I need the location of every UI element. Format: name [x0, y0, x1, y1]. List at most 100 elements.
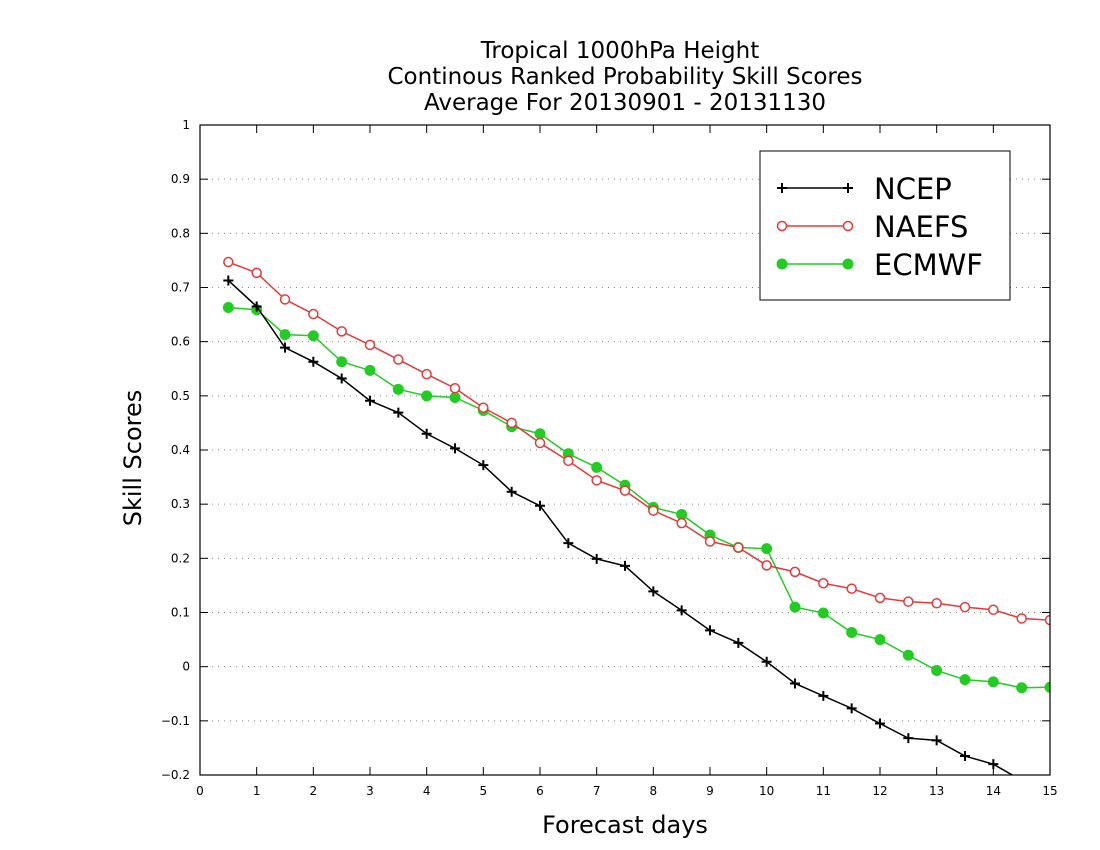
x-tick-label: 5: [480, 784, 488, 798]
x-tick-label: 7: [593, 784, 601, 798]
data-point-ecmwf: [591, 461, 603, 473]
data-point-naefs: [279, 294, 291, 305]
data-point-naefs: [846, 583, 857, 594]
data-point-ncep: [960, 751, 970, 762]
data-point-naefs: [421, 368, 432, 380]
data-point-naefs: [704, 536, 716, 547]
legend-label-naefs: NAEFS: [874, 210, 968, 244]
y-tick-label: 0.1: [171, 606, 190, 620]
data-point-ecmwf: [279, 329, 291, 341]
data-point-ncep: [931, 735, 942, 746]
data-point-naefs: [789, 566, 801, 578]
data-point-naefs: [449, 383, 461, 394]
data-point-naefs: [988, 604, 999, 616]
data-point-ncep: [648, 586, 659, 597]
data-point-ecmwf: [1044, 681, 1050, 693]
data-point-ecmwf: [789, 601, 801, 613]
y-tick-label: 0.8: [171, 226, 190, 240]
x-tick-label: 10: [759, 784, 774, 798]
data-point-ncep: [563, 538, 574, 549]
data-point-naefs: [534, 437, 546, 449]
data-point-ecmwf: [1016, 682, 1028, 694]
x-tick-label: 6: [536, 784, 544, 798]
data-point-ecmwf: [222, 302, 234, 314]
data-point-ncep: [620, 560, 630, 571]
data-point-ncep: [308, 356, 319, 367]
data-point-ncep: [506, 486, 517, 497]
x-tick-label: 1: [253, 784, 261, 798]
data-point-ncep: [336, 373, 347, 384]
data-point-ecmwf: [874, 634, 886, 646]
series-naefs: [223, 256, 1050, 626]
x-tick-label: 13: [929, 784, 944, 798]
data-point-ncep: [676, 605, 687, 616]
data-point-ncep: [761, 656, 772, 667]
data-point-ncep: [846, 703, 857, 714]
legend-marker-ncep: [777, 183, 787, 193]
y-tick-label: −0.2: [161, 768, 190, 782]
data-point-ncep: [365, 395, 375, 406]
data-point-naefs: [903, 596, 914, 607]
data-point-ncep: [223, 275, 234, 286]
data-point-naefs: [308, 308, 319, 320]
data-point-ecmwf: [336, 356, 348, 368]
data-point-naefs: [223, 256, 234, 268]
y-axis-label: Skill Scores: [119, 390, 147, 527]
y-tick-label: 0.6: [171, 335, 190, 349]
legend-marker-naefs: [842, 220, 854, 232]
y-tick-label: 0.5: [171, 389, 190, 403]
data-point-naefs: [336, 326, 347, 337]
data-point-naefs: [478, 402, 489, 413]
data-point-naefs: [959, 601, 971, 613]
series-line-ecmwf: [228, 306, 1050, 689]
data-point-ncep: [903, 733, 914, 744]
legend: NCEP NAEFS ECMWF: [759, 150, 1011, 301]
data-point-ncep: [875, 718, 885, 729]
data-point-ecmwf: [534, 428, 546, 440]
legend-marker-naefs: [776, 220, 788, 232]
series-line-naefs: [228, 261, 1050, 621]
x-tick-label: 8: [650, 784, 658, 798]
legend-label-ncep: NCEP: [874, 172, 952, 206]
y-tick-label: 1: [182, 118, 190, 132]
x-tick-label: 2: [310, 784, 318, 798]
chart-title: Tropical 1000hPa Height Continous Ranked…: [387, 38, 862, 116]
data-point-ncep: [1017, 775, 1027, 785]
x-axis: 0 1 2 3 4 5 6 7 8 9 10 11 12 13 14 15: [196, 125, 1058, 798]
legend-marker-ncep: [843, 183, 853, 193]
data-point-ecmwf: [307, 330, 319, 342]
x-tick-label: 4: [423, 784, 431, 798]
data-point-naefs: [563, 455, 574, 467]
y-tick-label: 0.7: [171, 281, 190, 295]
x-tick-label: 14: [986, 784, 1001, 798]
legend-label-ecmwf: ECMWF: [874, 248, 983, 282]
data-point-naefs: [931, 598, 942, 609]
y-tick-label: 0: [182, 660, 190, 674]
data-point-naefs: [1016, 613, 1027, 624]
data-point-naefs: [874, 592, 886, 604]
data-point-naefs: [364, 339, 376, 351]
data-point-ecmwf: [931, 664, 943, 676]
data-point-naefs: [506, 417, 517, 429]
data-point-naefs: [1044, 614, 1050, 626]
legend-marker-ecmwf: [776, 258, 788, 270]
data-point-ncep: [478, 460, 489, 471]
legend-marker-ecmwf: [842, 258, 854, 270]
data-point-ncep: [535, 500, 545, 511]
y-tick-label: 0.2: [171, 551, 190, 565]
x-axis-label: Forecast days: [542, 811, 708, 839]
data-point-naefs: [761, 560, 772, 571]
data-point-ecmwf: [902, 649, 914, 661]
series-layer: [222, 256, 1050, 785]
data-point-ncep: [421, 428, 432, 439]
data-point-naefs: [393, 354, 404, 365]
data-point-naefs: [818, 578, 829, 589]
data-point-ecmwf: [817, 607, 829, 619]
data-point-ecmwf: [364, 364, 376, 376]
data-point-ncep: [818, 690, 829, 701]
data-point-ecmwf: [392, 383, 404, 395]
series-ecmwf: [222, 302, 1050, 694]
data-point-ncep: [733, 637, 744, 648]
data-point-ncep: [790, 678, 800, 689]
